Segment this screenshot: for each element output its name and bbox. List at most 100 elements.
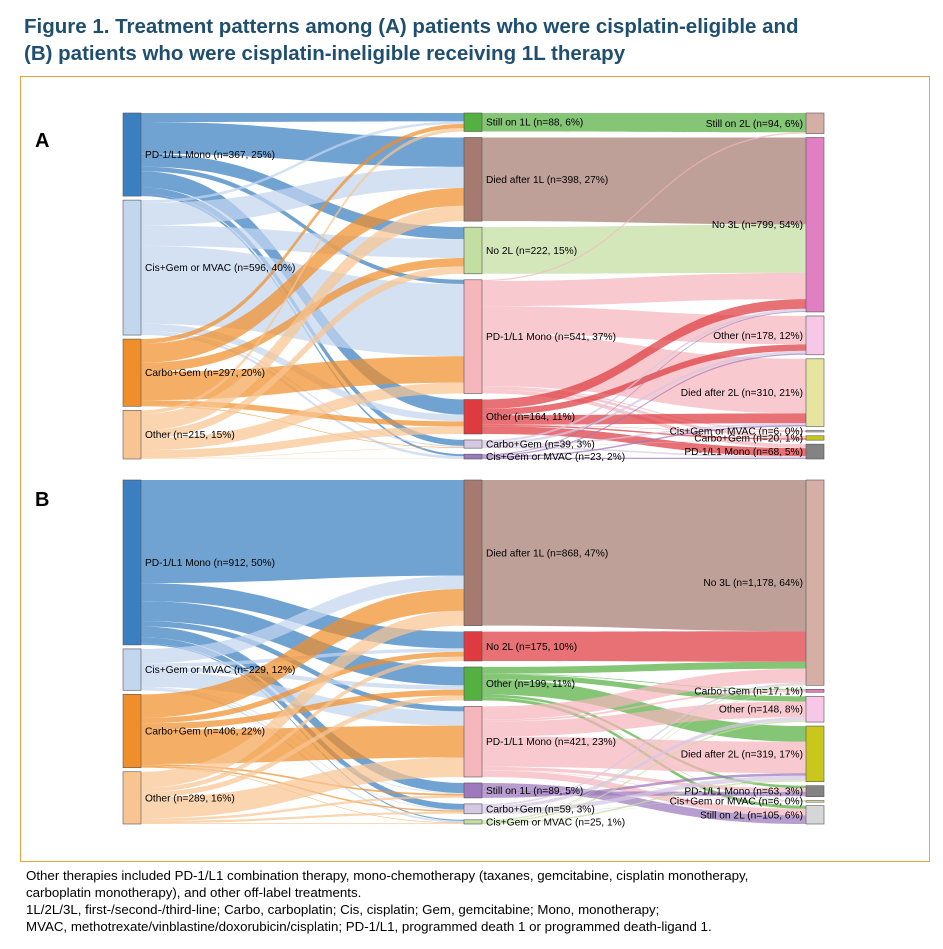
flow-b_oth2-to-b_no3: [482, 661, 806, 674]
node-b_still2: [805, 805, 825, 825]
node-b_no2: [463, 631, 483, 662]
node-label-b_carbo: Carbo+Gem (n=406, 22%): [145, 727, 265, 738]
flow-b_carbo2-to-b_cis3: [482, 801, 806, 814]
node-label-b_no2: No 2L (n=175, 10%): [486, 642, 577, 653]
node-label-a_no2: No 2L (n=222, 15%): [486, 246, 577, 257]
node-label-a_cis2: Cis+Gem or MVAC (n=23, 2%): [486, 452, 625, 463]
nodes: PD-1/L1 Mono (n=367, 25%) Cis+Gem or MVAC…: [122, 112, 825, 463]
flow-b_cis2-to-b_no3: [482, 684, 806, 821]
node-b_pd3: [805, 785, 825, 797]
flow-a_oth2-to-a_died2: [482, 413, 806, 425]
node-b_oth2: [463, 666, 483, 701]
flow-a_carbo2-to-a_carbo3: [482, 439, 806, 447]
node-label-a_still1: Still on 1L (n=88, 6%): [486, 118, 583, 129]
node-b_still1: [463, 782, 483, 799]
footnote-line-4: MVAC, methotrexate/vinblastine/doxorubic…: [26, 919, 712, 934]
flow-a_carbo2-to-a_died2: [482, 423, 806, 447]
flow-b_other-to-b_carbo2: [141, 811, 464, 824]
flow-b_other-to-b_no2: [141, 656, 464, 793]
node-a_carbo3: [805, 435, 825, 441]
node-b_other: [122, 771, 142, 825]
flow-a_cis-to-a_no2: [141, 225, 464, 259]
panel-a: A PD-1/L1 Mono (n=367, 25%) Cis+Gem or MVA…: [35, 112, 825, 463]
flow-b_cis2-to-b_died2: [482, 780, 806, 824]
node-label-b_oth3: Other (n=148, 8%): [719, 705, 803, 716]
node-b_no3: [805, 479, 825, 686]
node-label-b_cis: Cis+Gem or MVAC (n=229, 12%): [145, 665, 295, 676]
flow-b_carbo2-to-b_oth3: [482, 717, 806, 809]
flow-a_pd1-to-a_died1: [141, 122, 464, 167]
flow-b_no2-to-b_no3: [482, 631, 806, 662]
flow-b_carbo-to-b_no2: [141, 651, 464, 724]
figure-frame: [20, 76, 930, 862]
flow-a_oth2-to-a_no3: [482, 299, 806, 409]
flow-a_other-to-a_oth2: [141, 426, 464, 459]
footnote-line-3: 1L/2L/3L, first-/second-/third-line; Car…: [26, 902, 660, 917]
flow-a_carbo2-to-a_pd3: [482, 446, 806, 458]
node-label-b_cis3: Cis+Gem or MVAC (n=6, 0%): [670, 797, 803, 808]
node-b_oth3: [805, 695, 825, 723]
flow-b_pd2-to-b_died2: [482, 736, 806, 774]
footnote-line-1: Other therapies included PD-1/L1 combina…: [26, 868, 749, 883]
flow-a_other-to-a_carbo2: [141, 447, 464, 459]
node-a_cis3: [805, 430, 825, 433]
flow-b_oth2-to-b_died2: [482, 679, 806, 742]
flow-a_carbo-to-a_still1: [141, 123, 464, 344]
node-a_cis: [122, 199, 142, 336]
flow-b_pd2-to-b_no3: [482, 668, 806, 720]
node-a_carbo: [122, 338, 142, 407]
flow-a_cis-to-a_pd2: [141, 245, 464, 357]
node-a_pd1: [122, 112, 142, 197]
node-a_no3: [805, 137, 825, 313]
node-label-b_oth2: Other (n=199, 11%): [486, 679, 575, 690]
flow-a_carbo2-to-a_oth3: [482, 350, 806, 445]
node-b_died2: [805, 725, 825, 782]
flow-a_oth2-to-a_oth3: [482, 344, 806, 416]
node-b_cis2: [463, 819, 483, 825]
flow-b_pd1-to-b_pd2: [141, 621, 464, 712]
node-label-b_other: Other (n=289, 16%): [145, 793, 235, 804]
node-b_cis3: [805, 800, 825, 803]
flow-b_cis2-to-b_oth3: [482, 720, 806, 823]
node-label-a_died1: Died after 1L (n=398, 27%): [486, 175, 608, 186]
figure-title-line-2: (B) patients who were cisplatin-ineligib…: [24, 42, 626, 65]
flow-b_cis2-to-b_carbo3: [482, 691, 806, 822]
flow-a_other-to-a_pd2: [141, 382, 464, 451]
node-label-a_other: Other (n=215, 15%): [145, 430, 235, 441]
node-label-b_died1: Died after 1L (n=868, 47%): [486, 548, 608, 559]
flow-b_other-to-b_pd2: [141, 757, 464, 819]
node-label-b_carbo2: Carbo+Gem (n=59, 3%): [486, 804, 595, 815]
node-label-a_no3: No 3L (n=799, 54%): [712, 220, 803, 231]
figure-title-line-1: Figure 1. Treatment patterns among (A) p…: [24, 15, 799, 38]
node-label-a_carbo2: Carbo+Gem (n=39, 3%): [486, 440, 595, 451]
panel-b: B PD-1/L1 Mono (n=912, 50%) Cis+Gem or MVA…: [35, 479, 825, 828]
flow-a_cis2-to-a_died2: [482, 424, 806, 458]
flow-a_cis2-to-a_oth3: [482, 353, 806, 457]
flow-a_pd2-to-a_still2: [482, 132, 806, 282]
node-a_oth2: [463, 399, 483, 435]
flow-a_carbo-to-a_carbo2: [141, 405, 464, 448]
node-a_died2: [805, 358, 825, 427]
flow-a_pd2-to-a_carbo3: [482, 387, 806, 439]
flow-a_carbo-to-a_died1: [141, 187, 464, 363]
flow-a_other-to-a_died1: [141, 205, 464, 431]
flow-b_oth2-to-b_carbo3: [482, 673, 806, 691]
node-b_carbo3: [805, 689, 825, 693]
flows: [141, 480, 806, 824]
flow-b_cis-to-b_died1: [141, 575, 464, 664]
node-a_still2: [805, 112, 825, 134]
flow-a_pd1-to-a_pd2: [141, 166, 464, 285]
flow-a_other-to-a_no2: [141, 266, 464, 439]
flow-b_other-to-b_cis2: [141, 823, 464, 824]
flow-b_carbo2-to-b_no3: [482, 682, 806, 806]
flow-b_pd2-to-b_oth3: [482, 701, 806, 737]
footnotes: Other therapies included PD-1/L1 combina…: [26, 867, 926, 935]
node-label-a_died2: Died after 2L (n=310, 21%): [681, 388, 803, 399]
node-label-a_still2: Still on 2L (n=94, 6%): [706, 119, 803, 130]
node-label-a_pd3: PD-1/L1 Mono (n=68, 5%): [684, 447, 803, 458]
node-a_no2: [463, 226, 483, 275]
flow-a_still1-to-a_still2: [482, 113, 806, 133]
footnote-line-2: carboplatin monotherapy), and other off-…: [26, 885, 362, 900]
node-label-b_no3: No 3L (n=1,178, 64%): [703, 578, 803, 589]
flow-b_carbo-to-b_oth2: [141, 689, 464, 730]
